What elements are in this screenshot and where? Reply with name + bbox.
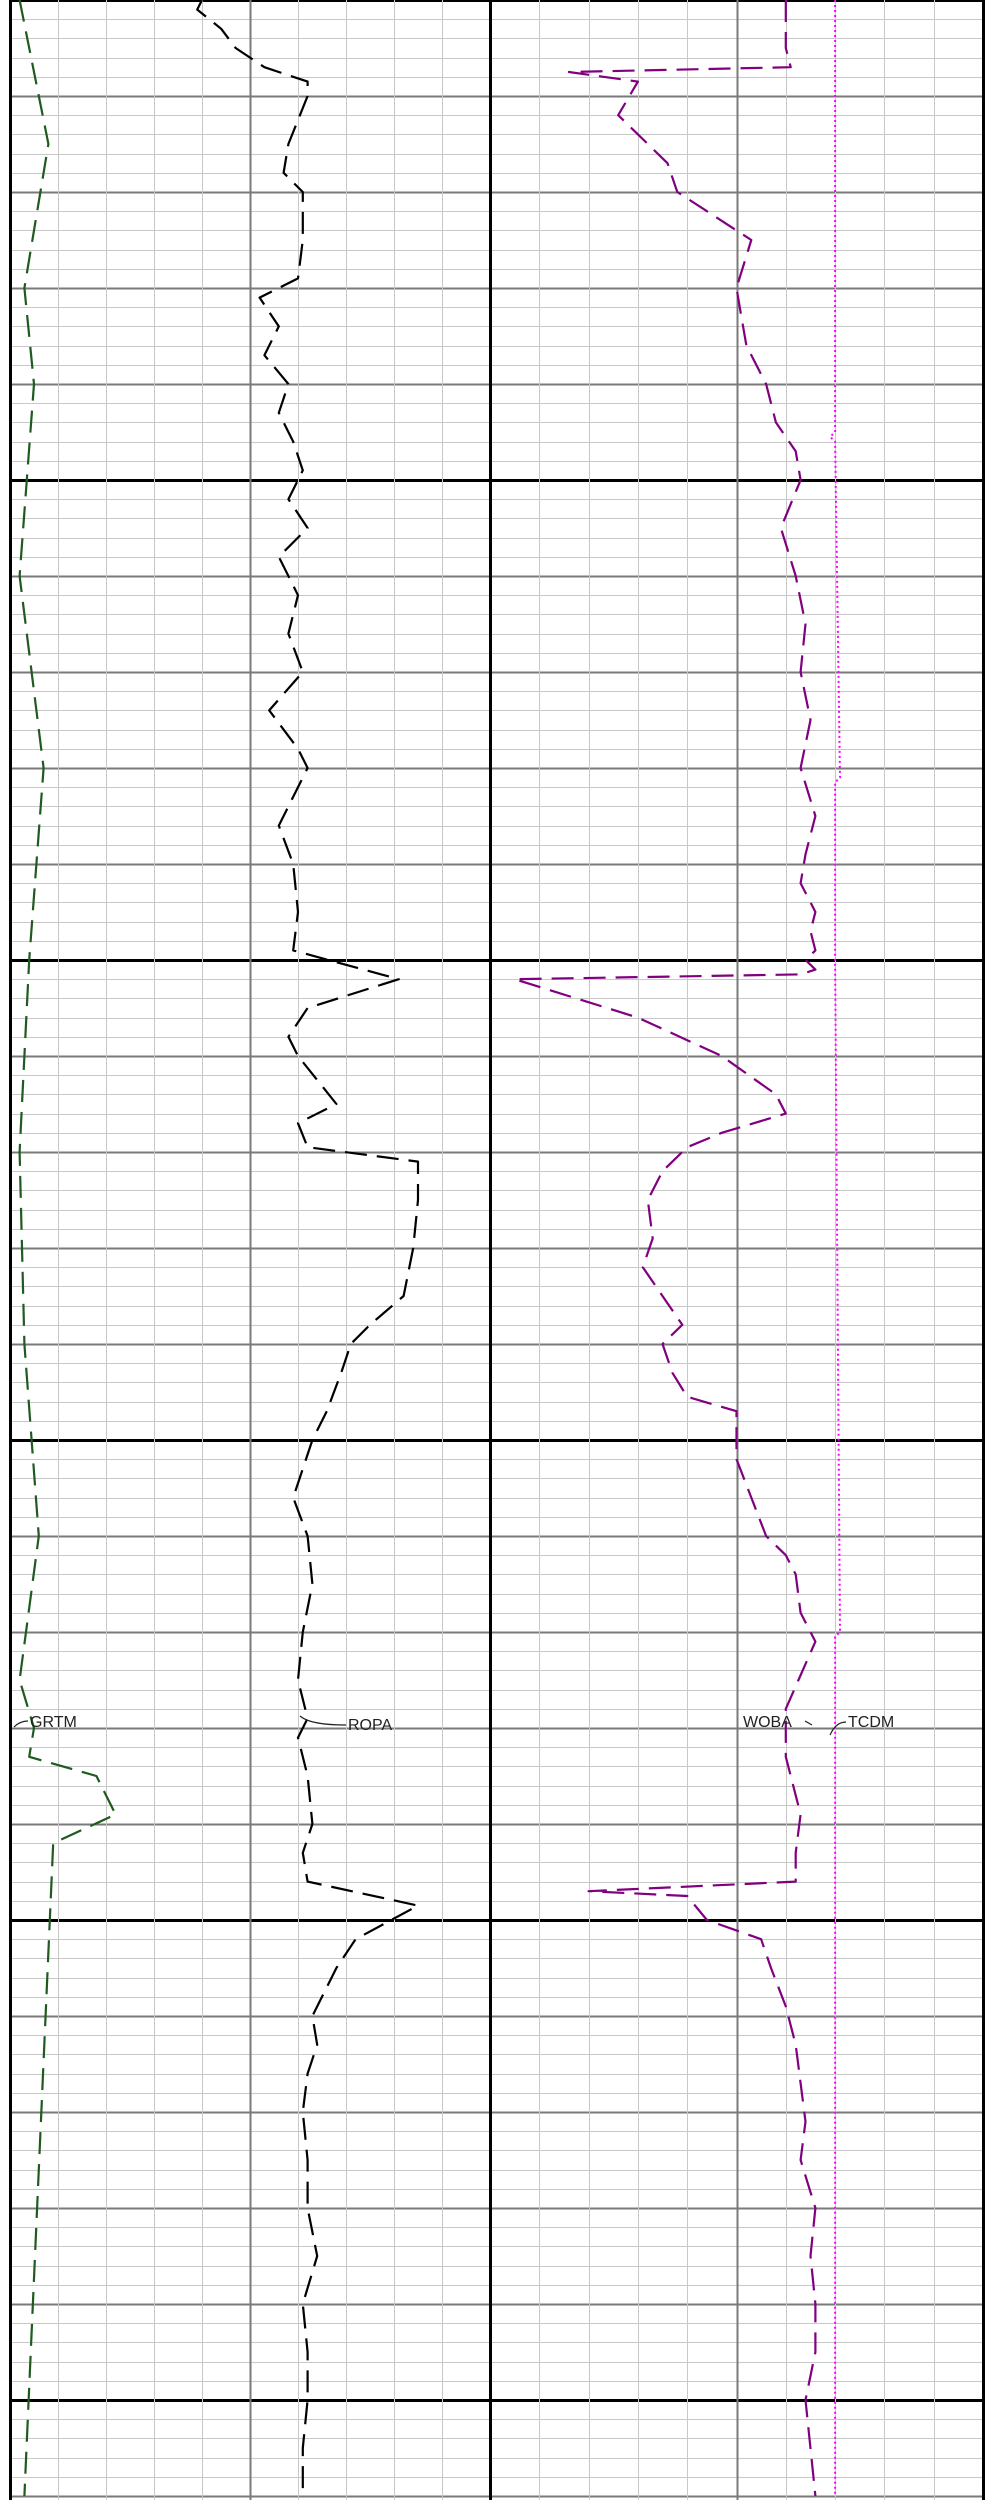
ropa-label-leader xyxy=(299,1715,347,1726)
curve-labels: GRTM ROPA WOBA TCDM xyxy=(13,1714,894,1736)
grid xyxy=(9,0,985,2500)
curves xyxy=(18,0,841,2497)
tcdm-label-leader xyxy=(829,1721,847,1736)
woba-label: WOBA xyxy=(743,1714,792,1731)
grtm-label-group: GRTM xyxy=(13,1714,77,1731)
grtm-label-leader xyxy=(13,1720,29,1728)
woba-label-group: WOBA xyxy=(743,1714,813,1731)
grtm-label: GRTM xyxy=(30,1714,77,1731)
tcdm-label-group: TCDM xyxy=(829,1714,894,1736)
ropa-label: ROPA xyxy=(348,1717,392,1734)
tcdm-label: TCDM xyxy=(848,1714,894,1731)
curve-tcdm xyxy=(829,0,841,2496)
curve-woba xyxy=(513,0,817,2497)
curve-grtm xyxy=(18,0,117,2497)
ropa-label-group: ROPA xyxy=(299,1715,392,1734)
woba-label-leader xyxy=(804,1720,813,1726)
curve-ropa xyxy=(196,0,420,2496)
